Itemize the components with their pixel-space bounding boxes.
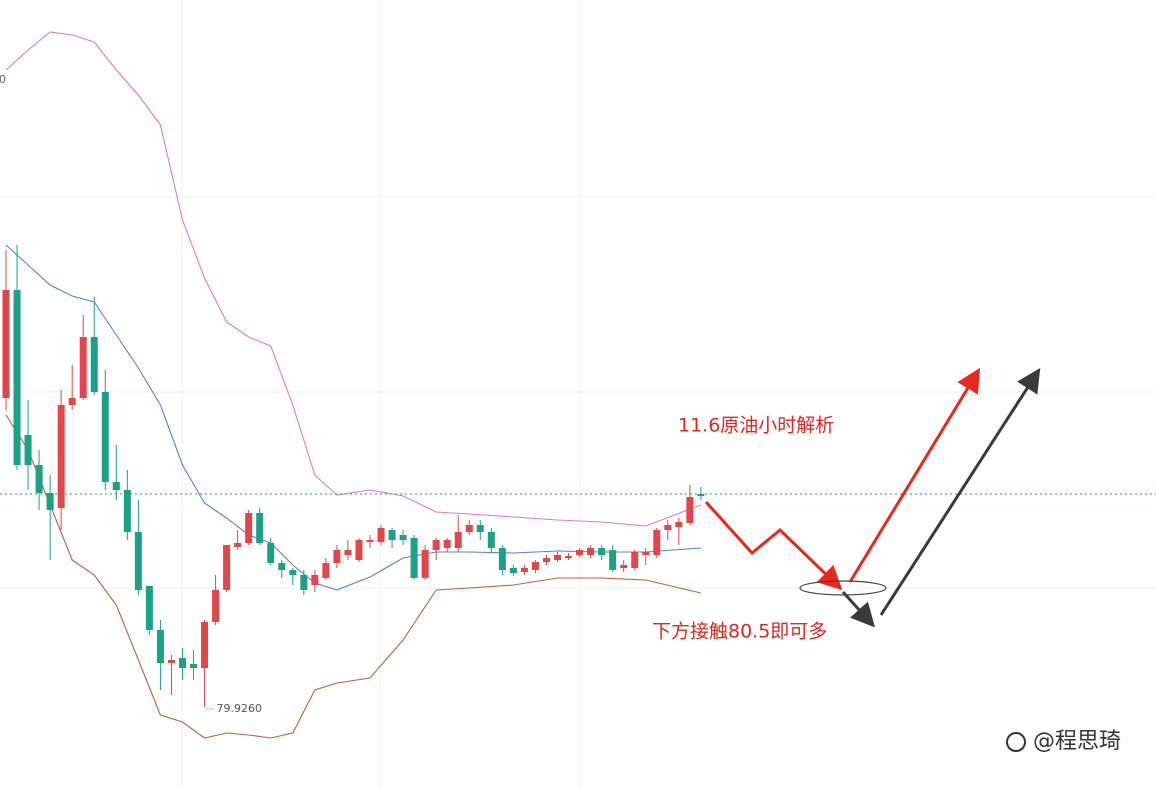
band-line xyxy=(5,244,701,591)
candle-body xyxy=(476,525,484,532)
candle-body xyxy=(454,532,462,548)
candle-body xyxy=(410,538,418,578)
band-line xyxy=(5,414,702,739)
low-price-label: 79.9260 xyxy=(217,702,262,715)
candle-body xyxy=(123,490,131,532)
candle-body xyxy=(399,535,407,540)
candle-body xyxy=(2,290,10,398)
candle-body xyxy=(333,550,341,563)
candle-body xyxy=(520,568,528,572)
candle-body xyxy=(68,398,76,405)
candle-body xyxy=(57,405,65,508)
candle-body xyxy=(79,337,87,398)
candle-body xyxy=(697,494,705,496)
candle-body xyxy=(35,465,43,493)
red-up-arrow xyxy=(848,367,981,583)
candle-body xyxy=(587,548,595,555)
annotation-note: 下方接触80.5即可多 xyxy=(652,621,827,643)
candle-body xyxy=(377,528,385,542)
watermark-text: @程思琦 xyxy=(1033,729,1121,754)
candle-body xyxy=(267,543,275,563)
candle-body xyxy=(509,568,517,573)
candle-body xyxy=(421,550,429,578)
candle-body xyxy=(388,530,396,540)
candle-body xyxy=(300,575,308,590)
candle-body xyxy=(443,540,451,548)
candle-body xyxy=(289,570,297,575)
candle-body xyxy=(178,658,186,668)
candle-body xyxy=(598,548,606,555)
candle-body xyxy=(675,522,683,527)
annotation-title: 11.6原油小时解析 xyxy=(678,415,834,437)
candle-body xyxy=(234,543,242,547)
candle-body xyxy=(46,493,54,510)
candle-body xyxy=(432,540,440,550)
candle-body xyxy=(686,497,694,523)
candle-body xyxy=(576,550,584,555)
candle-body xyxy=(366,540,374,542)
candle-body xyxy=(311,575,319,585)
candle-body xyxy=(653,530,661,555)
candle-body xyxy=(134,532,142,590)
candle-body xyxy=(620,565,628,568)
support-ellipse xyxy=(799,580,887,596)
candle-body xyxy=(487,532,495,548)
candle-body xyxy=(256,513,264,543)
candle-body xyxy=(664,525,672,530)
candle-body xyxy=(90,337,98,392)
candle-body xyxy=(190,664,198,668)
red-zigzag-arrow xyxy=(704,500,843,591)
candle-body xyxy=(542,558,550,562)
watermark: @程思琦 xyxy=(1006,729,1121,754)
candle-body xyxy=(24,435,32,465)
candle-body xyxy=(101,392,109,482)
candle-body xyxy=(212,590,220,622)
candle-body xyxy=(322,563,330,578)
y-tick-label: 0 xyxy=(0,73,6,86)
candle-body xyxy=(609,550,617,570)
candle-body xyxy=(344,550,352,555)
plot-area: 0 79.9260 xyxy=(0,31,1156,739)
candle-body xyxy=(245,513,253,543)
black-down-arrow xyxy=(841,590,876,628)
candle-body xyxy=(112,482,120,490)
black-up-arrow xyxy=(879,367,1041,616)
candle-body xyxy=(531,562,539,570)
watermark-logo xyxy=(1006,732,1026,752)
candle-body xyxy=(13,290,21,465)
candle-body xyxy=(223,545,231,590)
candle-body xyxy=(167,660,175,663)
candle-body xyxy=(201,622,209,668)
candle-body xyxy=(355,540,363,560)
candle-body xyxy=(565,556,573,558)
candle-body xyxy=(631,552,639,568)
candle-body xyxy=(554,555,561,560)
candle-body xyxy=(465,525,473,532)
candle-body xyxy=(498,548,506,570)
candle-body xyxy=(145,586,153,630)
forecast-arrows xyxy=(704,367,1041,628)
candle-body xyxy=(156,630,164,663)
candle-body xyxy=(642,552,650,555)
band-line xyxy=(5,31,702,527)
candle-body xyxy=(278,563,286,570)
